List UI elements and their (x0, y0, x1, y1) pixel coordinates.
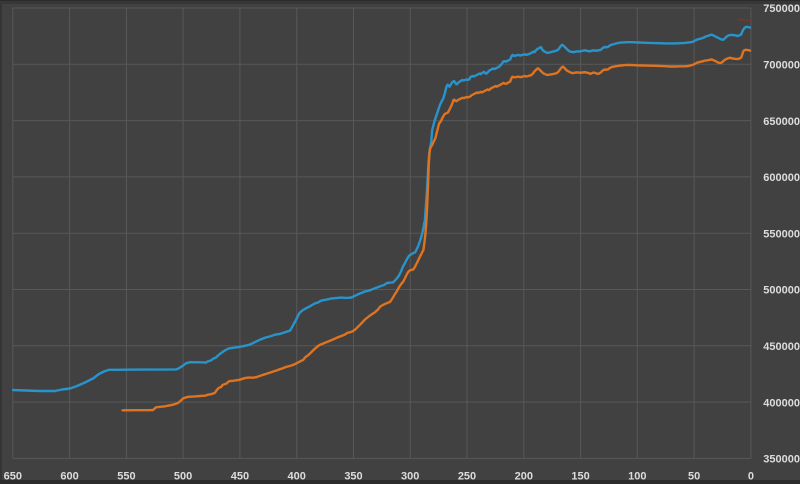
svg-text:700000: 700000 (763, 60, 800, 72)
svg-text:450000: 450000 (763, 341, 800, 353)
svg-text:300: 300 (401, 470, 419, 482)
svg-text:350: 350 (344, 470, 362, 482)
svg-text:650000: 650000 (763, 116, 800, 128)
svg-text:550: 550 (117, 470, 135, 482)
svg-text:550000: 550000 (763, 228, 800, 240)
svg-text:250: 250 (458, 470, 476, 482)
svg-text:200: 200 (515, 470, 533, 482)
svg-text:600: 600 (60, 470, 78, 482)
svg-text:50: 50 (688, 470, 700, 482)
svg-text:500: 500 (174, 470, 192, 482)
svg-text:450: 450 (231, 470, 249, 482)
svg-text:150: 150 (571, 470, 589, 482)
svg-text:600000: 600000 (763, 172, 800, 184)
svg-text:0: 0 (748, 470, 754, 482)
svg-text:500000: 500000 (763, 285, 800, 297)
svg-text:400000: 400000 (763, 397, 800, 409)
svg-text:350000: 350000 (763, 454, 800, 466)
svg-text:750000: 750000 (763, 3, 800, 15)
svg-text:650: 650 (4, 470, 22, 482)
svg-text:400: 400 (288, 470, 306, 482)
svg-text:100: 100 (628, 470, 646, 482)
